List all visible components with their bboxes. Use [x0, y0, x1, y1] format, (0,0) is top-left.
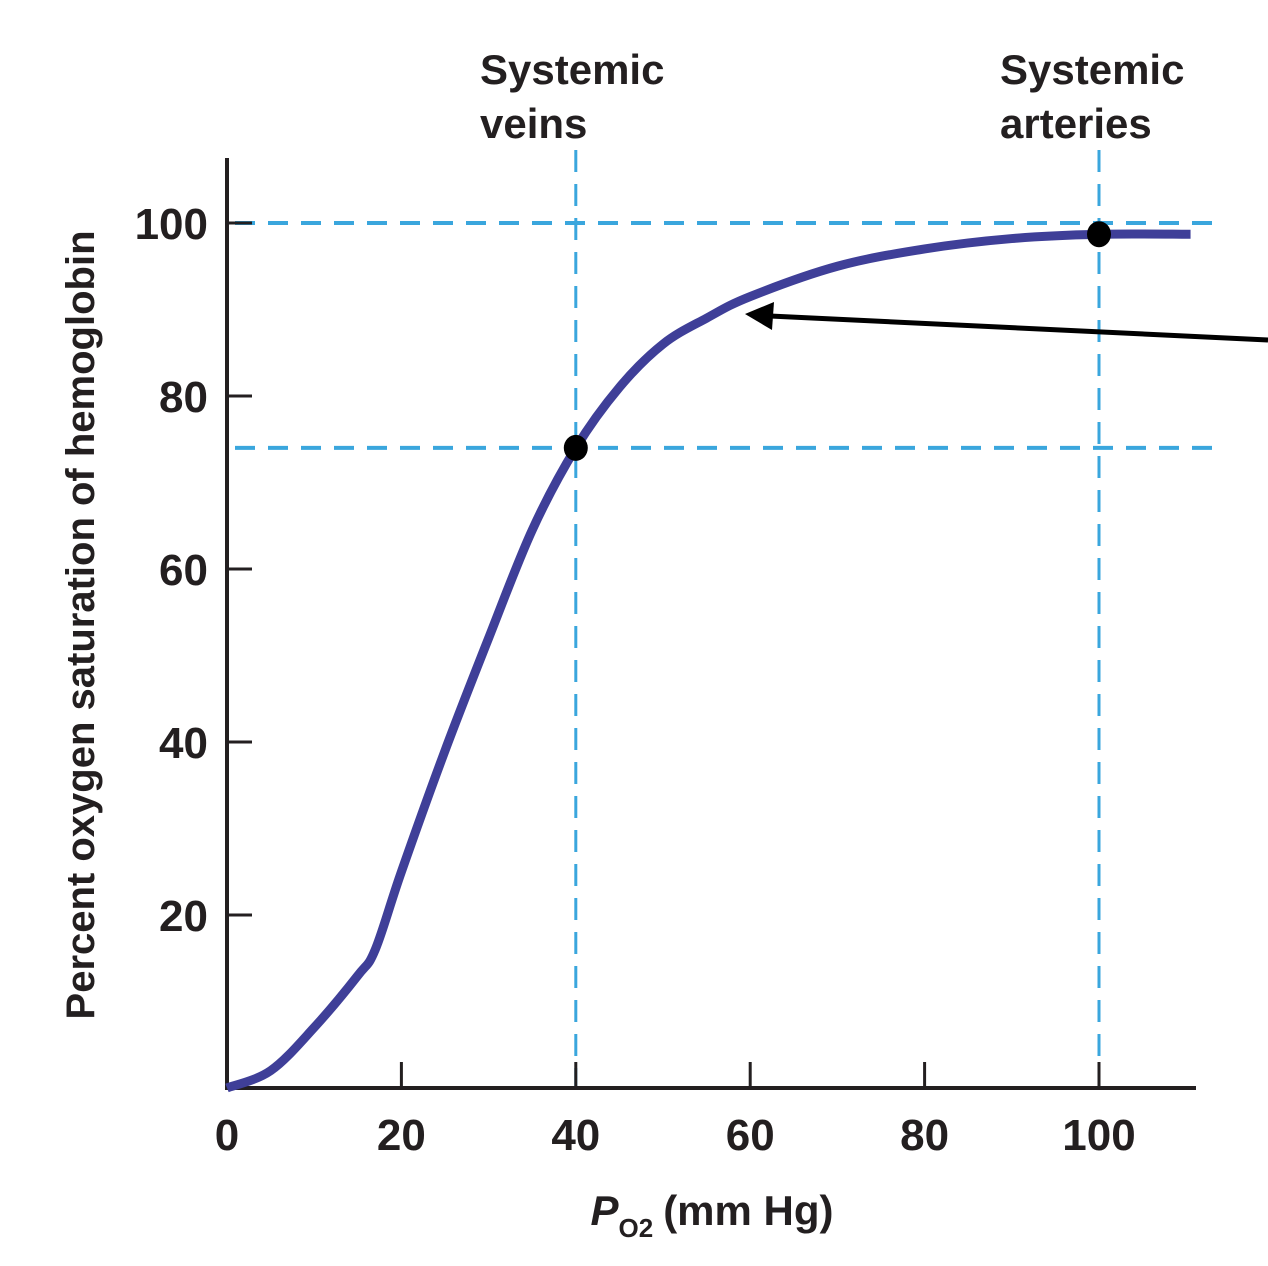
y-axis-label: Percent oxygen saturation of hemoglobin	[59, 231, 103, 1020]
label-arteries-line1: Systemic	[1000, 46, 1184, 93]
x-axis-label: PO2 (mm Hg)	[590, 1187, 833, 1243]
label-arteries-line2: arteries	[1000, 100, 1152, 147]
y-tick-label: 100	[135, 200, 208, 249]
data-point	[563, 434, 588, 461]
x-tick-label: 40	[551, 1111, 600, 1160]
data-point	[1087, 221, 1111, 248]
label-veins-line2: veins	[480, 100, 587, 147]
y-tick-label: 20	[159, 892, 208, 941]
x-tick-label: 20	[377, 1111, 426, 1160]
y-tick-label: 40	[159, 719, 208, 768]
label-veins-line1: Systemic	[480, 46, 664, 93]
arrow	[745, 302, 1268, 343]
dissociation-curve	[225, 229, 1191, 1093]
x-tick-label: 60	[726, 1111, 775, 1160]
x-tick-label: 0	[215, 1111, 239, 1160]
x-tick-label: 100	[1062, 1111, 1135, 1160]
y-tick-label: 60	[159, 546, 208, 595]
x-tick-label: 80	[900, 1111, 949, 1160]
y-tick-label: 80	[159, 373, 208, 422]
